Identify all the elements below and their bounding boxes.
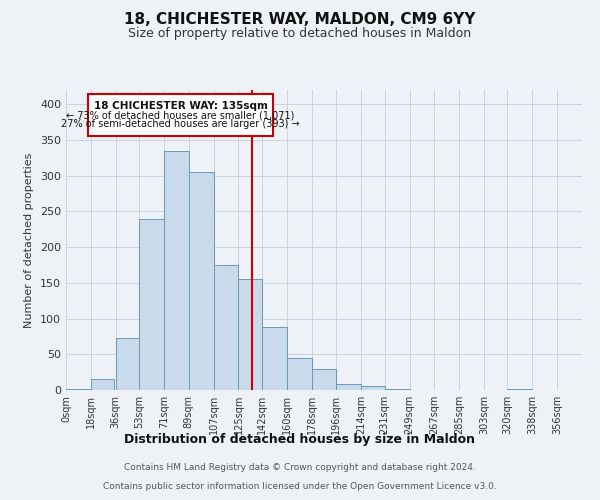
Text: ← 73% of detached houses are smaller (1,071): ← 73% of detached houses are smaller (1,… xyxy=(67,110,295,120)
Bar xyxy=(139,218,164,390)
Bar xyxy=(262,327,287,390)
Bar xyxy=(164,150,189,390)
Bar xyxy=(189,172,214,390)
Bar xyxy=(214,265,238,390)
Bar xyxy=(287,358,311,390)
Text: Distribution of detached houses by size in Maldon: Distribution of detached houses by size … xyxy=(125,432,476,446)
Bar xyxy=(361,386,385,390)
Text: 27% of semi-detached houses are larger (393) →: 27% of semi-detached houses are larger (… xyxy=(61,120,300,130)
Bar xyxy=(88,94,273,136)
Bar xyxy=(508,388,532,390)
Text: Contains public sector information licensed under the Open Government Licence v3: Contains public sector information licen… xyxy=(103,482,497,491)
Text: Size of property relative to detached houses in Maldon: Size of property relative to detached ho… xyxy=(128,28,472,40)
Bar xyxy=(116,338,139,390)
Text: Contains HM Land Registry data © Crown copyright and database right 2024.: Contains HM Land Registry data © Crown c… xyxy=(124,464,476,472)
Bar xyxy=(91,380,114,390)
Bar xyxy=(337,384,361,390)
Y-axis label: Number of detached properties: Number of detached properties xyxy=(25,152,34,328)
Bar xyxy=(385,388,410,390)
Bar xyxy=(311,370,337,390)
Text: 18, CHICHESTER WAY, MALDON, CM9 6YY: 18, CHICHESTER WAY, MALDON, CM9 6YY xyxy=(124,12,476,28)
Text: 18 CHICHESTER WAY: 135sqm: 18 CHICHESTER WAY: 135sqm xyxy=(94,100,268,110)
Bar xyxy=(238,280,262,390)
Bar xyxy=(66,388,91,390)
